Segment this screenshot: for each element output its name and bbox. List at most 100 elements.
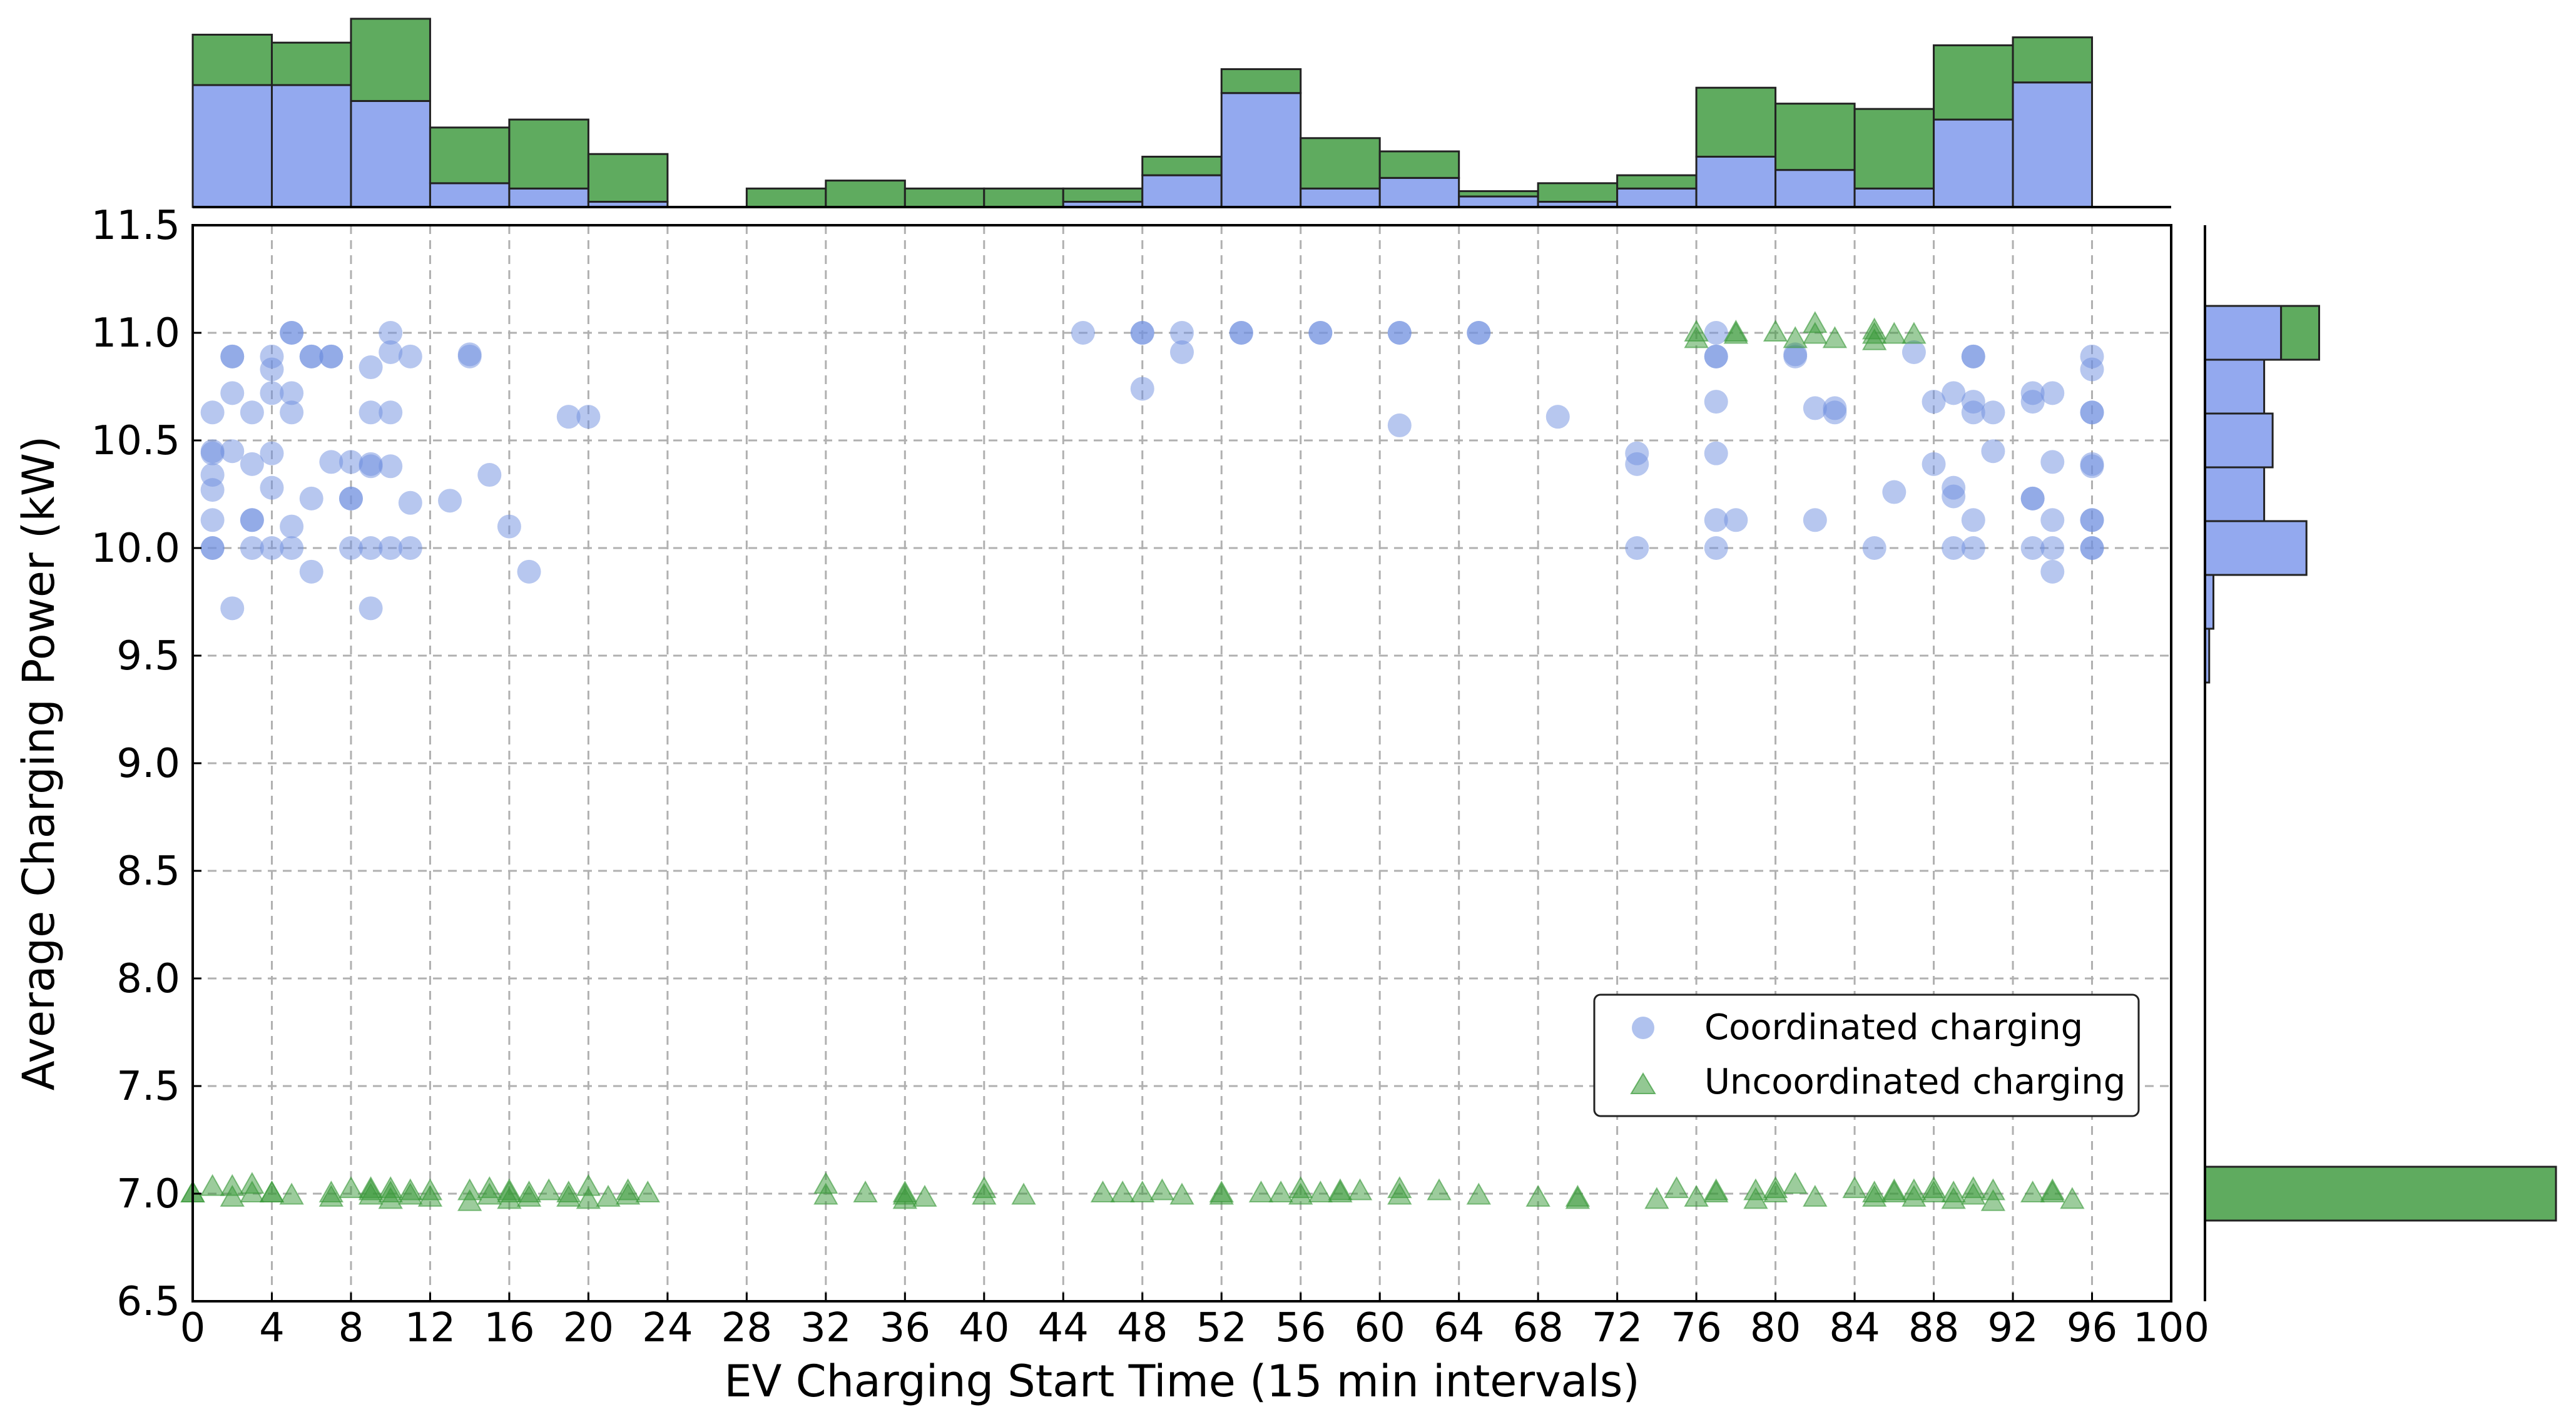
uncoordinated-point [240, 1172, 265, 1194]
top-hist-bar-uncoordinated [2012, 36, 2094, 84]
top-hist-bar-uncoordinated [270, 41, 352, 86]
uncoordinated-point [516, 1180, 542, 1202]
coordinated-point [1961, 536, 1985, 560]
coordinated-point [280, 514, 304, 539]
uncoordinated-point [1842, 1176, 1867, 1199]
coordinated-point [220, 344, 245, 368]
uncoordinated-point [1901, 322, 1927, 344]
coordinated-point [1981, 400, 2005, 425]
coordinated-point [2080, 452, 2104, 476]
coordinated-point [240, 400, 264, 425]
top-hist-bar-coordinated [1378, 176, 1460, 208]
top-hist-bar-uncoordinated [1774, 103, 1856, 171]
legend-label-coordinated: Coordinated charging [1704, 1007, 2083, 1048]
top-hist-bar-uncoordinated [1220, 68, 1302, 94]
x-tick-label: 80 [1750, 1305, 1801, 1351]
coordinated-point [398, 490, 422, 515]
coordinated-point [1704, 321, 1728, 345]
uncoordinated-point [1328, 1178, 1353, 1201]
uncoordinated-point [477, 1176, 502, 1199]
right-histogram [2204, 305, 2557, 1222]
x-tick-label: 28 [721, 1305, 772, 1351]
uncoordinated-point [1783, 326, 1808, 348]
top-hist-bar-coordinated [1774, 169, 1856, 208]
coordinated-point [1961, 390, 1985, 414]
coordinated-point [1625, 536, 1649, 560]
coordinated-point [2020, 536, 2045, 560]
uncoordinated-point [2060, 1187, 2085, 1209]
coordinated-point [359, 355, 383, 380]
coordinated-point [576, 405, 601, 429]
coordinated-point [1704, 441, 1728, 465]
coordinated-point [2080, 400, 2104, 425]
uncoordinated-point [1268, 1180, 1293, 1202]
coordinated-point [1922, 452, 1946, 476]
top-hist-bar-coordinated [1458, 195, 1539, 208]
right-hist-bar-coordinated [2204, 412, 2274, 469]
y-tick-label: 7.0 [116, 1171, 180, 1217]
uncoordinated-point [1308, 1180, 1333, 1202]
x-tick-label: 84 [1829, 1305, 1880, 1351]
y-axis-label: Average Charging Power (kW) [13, 436, 64, 1091]
y-tick-label: 9.0 [116, 741, 180, 787]
uncoordinated-point [972, 1176, 997, 1199]
uncoordinated-point [576, 1174, 601, 1196]
uncoordinated-point [1980, 1189, 2006, 1211]
coordinated-point [200, 463, 225, 487]
top-hist-bar-coordinated [508, 187, 589, 208]
coordinated-point [1545, 405, 1570, 429]
coordinated-point [260, 344, 284, 368]
coordinated-point [1308, 321, 1333, 345]
uncoordinated-point [1822, 326, 1848, 348]
coordinated-point [339, 450, 363, 474]
coordinated-point [299, 344, 323, 368]
y-tick-label: 11.0 [91, 310, 181, 357]
uncoordinated-point [813, 1172, 838, 1194]
coordinated-point [2080, 536, 2104, 560]
coordinated-point [1942, 536, 1966, 560]
uncoordinated-point [1861, 317, 1887, 340]
coordinated-point [319, 450, 344, 474]
y-tick-label: 11.5 [91, 203, 181, 249]
top-hist-bar-uncoordinated [191, 33, 273, 86]
coordinated-point [1130, 321, 1154, 345]
right-hist-bar-uncoordinated [2280, 305, 2320, 361]
y-axis-ticks: 6.5 7.0 7.5 8.0 8.5 9.0 9.5 10.0 10.5 11.0 11.5 [91, 203, 201, 1325]
uncoordinated-point [1861, 1180, 1887, 1202]
coordinated-point [319, 344, 344, 368]
coordinated-point [280, 381, 304, 405]
right-hist-bar-coordinated [2204, 574, 2215, 630]
coordinated-point [299, 559, 323, 584]
x-tick-label: 64 [1433, 1305, 1484, 1351]
uncoordinated-point [1743, 1178, 1768, 1201]
uncoordinated-point [813, 1182, 838, 1205]
uncoordinated-point [1921, 1176, 1947, 1199]
uncoordinated-point [1169, 1182, 1194, 1205]
uncoordinated-point [1763, 319, 1788, 342]
coordinated-point [398, 344, 422, 368]
x-tick-label: 44 [1038, 1305, 1089, 1351]
coordinated-point [1901, 340, 1926, 364]
top-hist-bar-uncoordinated [587, 153, 669, 203]
coordinated-point [1130, 377, 1154, 401]
coordinated-point [477, 463, 502, 487]
coordinated-point [457, 342, 482, 367]
uncoordinated-point [1664, 1176, 1689, 1199]
right-hist-bar-coordinated [2204, 466, 2266, 522]
x-tick-label: 60 [1354, 1305, 1405, 1351]
coordinated-point [280, 321, 304, 345]
top-hist-bar-uncoordinated [983, 187, 1064, 208]
uncoordinated-point [1881, 1178, 1907, 1201]
x-axis-ticks: 0 4 8 12 16 20 24 28 32 36 40 44 48 52 56 60 64 68 72 76 80 8… [180, 1292, 2209, 1351]
coordinated-point [359, 400, 383, 425]
coordinated-point [2040, 559, 2065, 584]
coordinated-point [1387, 321, 1412, 345]
uncoordinated-point [417, 1178, 443, 1201]
uncoordinated-point [1803, 322, 1828, 344]
coordinated-point [260, 536, 284, 560]
coordinated-point [2040, 381, 2065, 405]
y-tick-label: 7.5 [116, 1064, 180, 1110]
coordinated-point [379, 454, 403, 479]
uncoordinated-point [1149, 1178, 1175, 1201]
uncoordinated-point [358, 1176, 384, 1199]
